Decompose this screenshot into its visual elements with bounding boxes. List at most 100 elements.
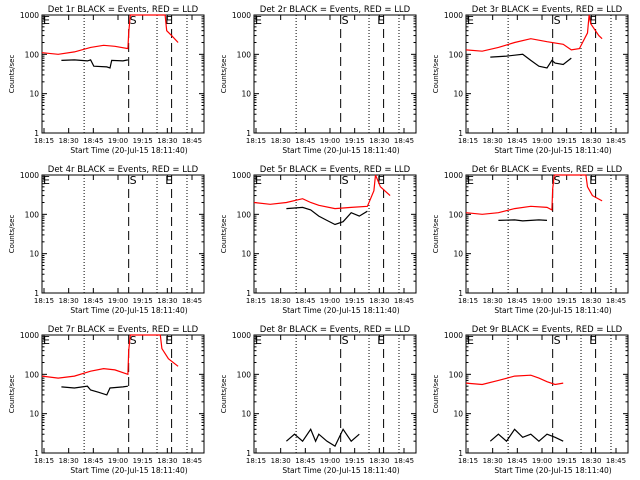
x-tick-label: 19:00 bbox=[320, 297, 340, 305]
x-tick-label: 18:45 bbox=[507, 297, 527, 305]
x-tick-label: 18:30 bbox=[59, 137, 79, 145]
y-tick-label: 100 bbox=[25, 50, 40, 59]
panel-det-6r: Det 6r BLACK = Events, RED = LLD 1 10 100 10… bbox=[432, 165, 629, 315]
x-tick-label: 18:30 bbox=[59, 297, 79, 305]
marker-label: S bbox=[554, 14, 561, 27]
marker-label: E bbox=[377, 334, 384, 347]
y-tick-label: 100 bbox=[237, 50, 252, 59]
marker-label: S bbox=[342, 334, 349, 347]
marker-label: S bbox=[554, 334, 561, 347]
x-axis-label: Start Time (20-Jul-15 18:11:40) bbox=[494, 466, 611, 475]
x-tick-label: 18:15 bbox=[458, 457, 478, 465]
marker-label: E bbox=[43, 14, 50, 27]
x-axis-label: Start Time (20-Jul-15 18:11:40) bbox=[494, 306, 611, 315]
y-tick-label: 100 bbox=[449, 370, 464, 379]
y-tick-label: 10 bbox=[29, 250, 39, 259]
x-tick-label: 18:30 bbox=[271, 457, 291, 465]
x-axis-label: Start Time (20-Jul-15 18:11:40) bbox=[282, 146, 399, 155]
series-lld-line bbox=[465, 14, 603, 52]
panel-title: Det 6r BLACK = Events, RED = LLD bbox=[472, 165, 623, 175]
y-tick-label: 1 bbox=[34, 129, 39, 138]
y-tick-label: 10 bbox=[241, 410, 251, 419]
y-tick-label: 10 bbox=[29, 410, 39, 419]
plot-frame bbox=[465, 14, 629, 134]
y-axis-label: Counts/sec bbox=[220, 55, 228, 94]
x-tick-label: 18:15 bbox=[34, 457, 54, 465]
series-lld-line bbox=[253, 174, 391, 210]
y-tick-label: 1000 bbox=[20, 171, 39, 180]
x-tick-label: 18:30 bbox=[581, 297, 601, 305]
panel-det-8r: Det 8r BLACK = Events, RED = LLD 1 10 100 10… bbox=[220, 325, 417, 475]
marker-label: S bbox=[554, 174, 561, 187]
x-tick-label: 19:00 bbox=[532, 457, 552, 465]
x-tick-label: 18:15 bbox=[458, 297, 478, 305]
y-tick-label: 100 bbox=[25, 370, 40, 379]
x-tick-label: 19:00 bbox=[108, 137, 128, 145]
panel-det-2r: Det 2r BLACK = Events, RED = LLD 1 10 100 10… bbox=[220, 5, 417, 155]
series-events-line bbox=[61, 59, 129, 69]
series-lld-line bbox=[465, 374, 564, 386]
plot-frame bbox=[253, 174, 417, 294]
x-tick-label: 19:00 bbox=[108, 457, 128, 465]
x-tick-label: 18:30 bbox=[369, 457, 389, 465]
x-tick-label: 18:45 bbox=[394, 297, 414, 305]
plot-frame bbox=[41, 334, 205, 454]
x-tick-label: 18:45 bbox=[606, 457, 626, 465]
y-tick-label: 100 bbox=[449, 50, 464, 59]
marker-label: S bbox=[130, 174, 137, 187]
y-tick-label: 1000 bbox=[444, 171, 463, 180]
y-tick-label: 1000 bbox=[444, 331, 463, 340]
y-tick-label: 1000 bbox=[20, 331, 39, 340]
y-tick-label: 10 bbox=[453, 90, 463, 99]
y-tick-label: 1 bbox=[34, 289, 39, 298]
y-axis-label: Counts/sec bbox=[432, 375, 440, 414]
y-tick-label: 1 bbox=[34, 449, 39, 458]
panel-title: Det 8r BLACK = Events, RED = LLD bbox=[260, 325, 411, 335]
plot-frame bbox=[465, 334, 629, 454]
x-tick-label: 18:30 bbox=[369, 137, 389, 145]
y-tick-label: 1000 bbox=[444, 11, 463, 20]
x-tick-label: 19:00 bbox=[532, 297, 552, 305]
plot-frame bbox=[41, 14, 205, 134]
marker-label: S bbox=[130, 334, 137, 347]
x-tick-label: 18:15 bbox=[34, 297, 54, 305]
series-events-line bbox=[286, 428, 360, 447]
marker-label: E bbox=[467, 174, 474, 187]
marker-label: E bbox=[43, 334, 50, 347]
y-tick-label: 1 bbox=[246, 289, 251, 298]
panel-det-9r: Det 9r BLACK = Events, RED = LLD 1 10 100 10… bbox=[432, 325, 629, 475]
y-tick-label: 1000 bbox=[232, 331, 251, 340]
x-tick-label: 19:15 bbox=[133, 137, 153, 145]
marker-label: E bbox=[165, 174, 172, 187]
x-tick-label: 18:30 bbox=[483, 457, 503, 465]
marker-label: E bbox=[589, 334, 596, 347]
x-tick-label: 18:15 bbox=[34, 137, 54, 145]
marker-label: E bbox=[467, 334, 474, 347]
y-tick-label: 100 bbox=[237, 370, 252, 379]
x-tick-label: 18:15 bbox=[458, 137, 478, 145]
y-tick-label: 1000 bbox=[232, 171, 251, 180]
marker-label: E bbox=[589, 174, 596, 187]
series-lld-line bbox=[41, 14, 179, 55]
series-events-line bbox=[490, 53, 572, 69]
y-tick-label: 100 bbox=[25, 210, 40, 219]
x-tick-label: 18:30 bbox=[369, 297, 389, 305]
x-tick-label: 18:15 bbox=[246, 137, 266, 145]
x-tick-label: 18:30 bbox=[581, 457, 601, 465]
y-tick-label: 1000 bbox=[232, 11, 251, 20]
y-tick-label: 10 bbox=[453, 410, 463, 419]
y-tick-label: 1 bbox=[458, 449, 463, 458]
series-events-line bbox=[489, 428, 564, 443]
panel-det-1r: Det 1r BLACK = Events, RED = LLD 1 10 100 10… bbox=[8, 5, 205, 155]
x-tick-label: 18:45 bbox=[83, 457, 103, 465]
plot-frame bbox=[465, 174, 629, 294]
x-tick-label: 18:45 bbox=[606, 137, 626, 145]
x-axis-label: Start Time (20-Jul-15 18:11:40) bbox=[70, 306, 187, 315]
series-events-line bbox=[498, 219, 548, 222]
series-events-line bbox=[61, 385, 128, 396]
x-axis-label: Start Time (20-Jul-15 18:11:40) bbox=[70, 466, 187, 475]
x-tick-label: 19:15 bbox=[133, 297, 153, 305]
x-tick-label: 18:45 bbox=[182, 137, 202, 145]
y-axis-label: Counts/sec bbox=[432, 55, 440, 94]
x-axis-label: Start Time (20-Jul-15 18:11:40) bbox=[494, 146, 611, 155]
